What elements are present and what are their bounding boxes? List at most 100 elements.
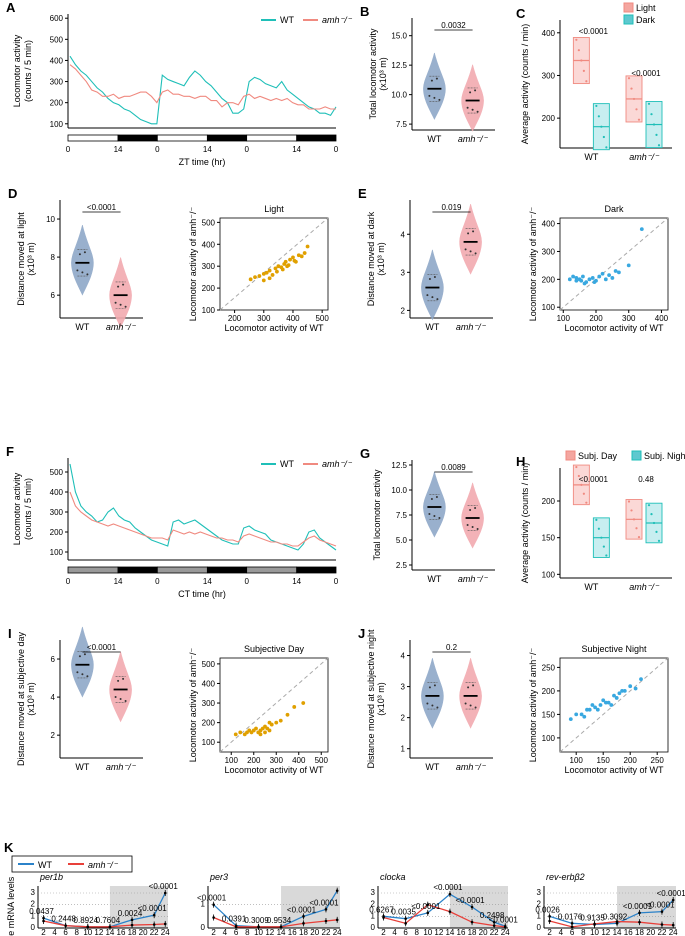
panel-letter-D: D (8, 186, 17, 201)
violin-mutant (461, 482, 484, 549)
y-axis-title: Locomotor activity (12, 472, 22, 545)
data-point (492, 920, 496, 924)
p-value: 0.6267 (369, 905, 394, 914)
y-tick-label: 7.5 (396, 511, 408, 520)
data-point (602, 135, 605, 139)
scatter-point (590, 703, 595, 707)
y-axis-title: (counts / 5 min) (23, 478, 33, 540)
photoperiod-bar (206, 134, 248, 142)
x-tick-label: 100 (225, 756, 239, 765)
data-point (430, 79, 433, 82)
y-tick-label: 200 (542, 687, 556, 696)
scatter-point (628, 684, 633, 689)
x-tick-label: 4 (52, 928, 57, 936)
data-point (467, 686, 470, 689)
x-tick-label: 0 (66, 145, 71, 154)
x-tick-label: 14 (203, 145, 212, 154)
data-point (469, 91, 472, 94)
x-tick-label: 20 (646, 928, 655, 936)
y-tick-label: 7.5 (396, 120, 408, 129)
data-point (647, 504, 651, 507)
y-tick-label: 100 (202, 306, 216, 315)
data-point (570, 925, 574, 929)
scatter-point (302, 251, 307, 255)
x-category-label: amh⁻/⁻ (458, 574, 489, 584)
scatter-point (261, 278, 266, 283)
legend-label-mutant: amh⁻/⁻ (322, 459, 353, 469)
data-point (503, 925, 507, 929)
violin-wt (421, 249, 444, 321)
data-point (548, 919, 551, 923)
data-point (469, 508, 472, 511)
panel-letter-E: E (358, 186, 367, 201)
violin-wt (71, 626, 94, 698)
x-category-label: WT (75, 762, 89, 772)
scatter-point (274, 720, 279, 725)
data-point (426, 294, 429, 297)
data-point (76, 269, 79, 272)
legend-label-wt: WT (280, 459, 294, 469)
x-tick-label: 10 (83, 928, 92, 936)
p-value: <0.0001 (197, 894, 227, 903)
scatter-point (609, 703, 614, 707)
x-tick-label: 22 (322, 928, 331, 936)
data-point (404, 917, 407, 920)
scatter-point (288, 257, 292, 262)
data-point (650, 512, 653, 516)
y-tick-label: 1 (401, 745, 406, 754)
x-tick-label: 200 (228, 314, 242, 323)
data-point (655, 133, 658, 137)
data-point (577, 49, 580, 52)
data-point (466, 524, 469, 527)
y-tick-label: 200 (202, 719, 216, 728)
scatter-point (592, 280, 597, 285)
y-tick-label: 2.5 (396, 561, 408, 570)
data-point (600, 536, 603, 539)
y-tick-label: 3 (371, 888, 376, 897)
scatter-point (273, 266, 278, 271)
x-tick-label: 100 (557, 314, 571, 323)
p-value: 0.0024 (118, 909, 143, 918)
data-point (122, 283, 125, 286)
violin-wt (423, 52, 446, 120)
y-tick-label: 1 (537, 911, 542, 920)
data-point (652, 123, 656, 126)
data-point (585, 501, 588, 504)
legend-label: Dark (636, 15, 656, 25)
scatter-point (305, 244, 310, 249)
x-category-label: amh⁻/⁻ (629, 152, 660, 162)
x-tick-label: 300 (270, 756, 284, 765)
data-point (627, 500, 631, 503)
panel-letter-H: H (516, 454, 525, 469)
legend-label-mutant: amh⁻/⁻ (322, 15, 353, 25)
y-axis-title: (x10³ m) (376, 242, 386, 276)
y-tick-label: 150 (542, 710, 556, 719)
scatter-point (276, 264, 281, 269)
y-tick-label: 1 (371, 911, 376, 920)
panel-letter-I: I (8, 626, 12, 641)
scatter-point (587, 277, 592, 282)
data-point (635, 527, 638, 530)
violin-mutant (461, 64, 484, 132)
y-axis-title: Locomotor activity of amh⁻/⁻ (188, 647, 198, 762)
data-point (428, 513, 431, 516)
data-point (130, 918, 134, 922)
x-tick-label: 18 (468, 928, 477, 936)
data-point (428, 94, 431, 97)
scatter-point (263, 730, 267, 735)
x-tick-label: 16 (288, 928, 297, 936)
x-tick-label: 14 (114, 577, 123, 586)
scatter-point (267, 276, 272, 281)
x-category-label: amh⁻/⁻ (458, 134, 489, 144)
data-point (433, 515, 436, 518)
data-point (212, 916, 215, 919)
photoperiod-bar (246, 134, 298, 142)
series-line-wt (69, 463, 337, 551)
data-point (163, 891, 167, 895)
x-tick-label: 200 (589, 314, 603, 323)
y-tick-label: 15.0 (391, 32, 407, 41)
y-tick-label: 2 (31, 900, 36, 909)
photoperiod-bar (117, 134, 158, 142)
y-tick-label: 1 (31, 911, 36, 920)
data-point (476, 110, 479, 113)
